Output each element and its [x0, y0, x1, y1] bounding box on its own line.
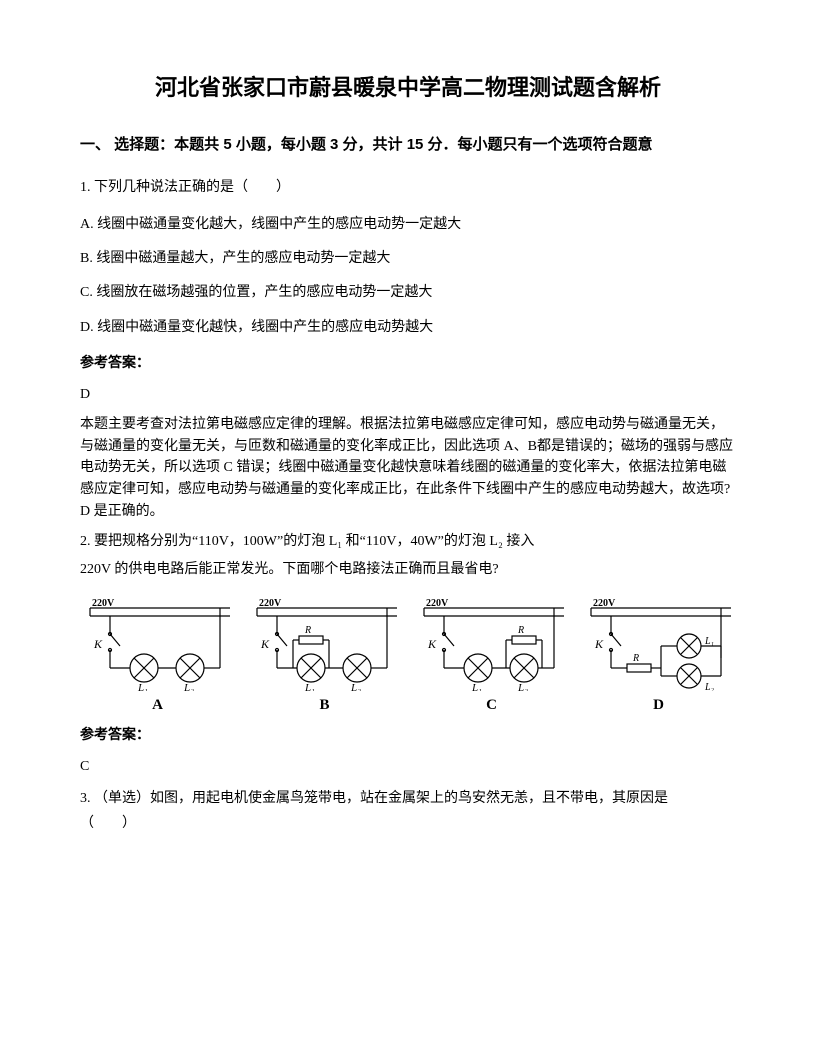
l2-label: L₂: [704, 682, 715, 691]
r-label: R: [632, 653, 639, 664]
circuit-b-svg: 220V K R: [247, 596, 402, 691]
q1-option-d: D. 线圈中磁通量变化越快，线圈中产生的感应电动势越大: [80, 317, 736, 339]
q1-answer: D: [80, 384, 736, 406]
circuit-c-svg: 220V K R: [414, 596, 569, 691]
circuit-a-label: A: [80, 693, 235, 717]
l1-label: L₁: [304, 682, 315, 691]
l2-label: L₂: [183, 682, 194, 691]
q2-line2: 220V 的供电电路后能正常发光。下面哪个电路接法正确而且最省电?: [80, 562, 499, 577]
v220-label: 220V: [92, 598, 115, 609]
l1-label: L₁: [704, 636, 714, 647]
v220-label: 220V: [593, 598, 616, 609]
l1-label: L₁: [471, 682, 482, 691]
circuit-c-label: C: [414, 693, 569, 717]
circuit-d-label: D: [581, 693, 736, 717]
q2-stem: 2. 要把规格分别为“110V，100W”的灯泡 L₁ 和“110V，40W”的…: [80, 528, 736, 584]
circuit-d: 220V K R: [581, 596, 736, 717]
v220-label: 220V: [426, 598, 449, 609]
circuit-d-svg: 220V K R: [581, 596, 736, 691]
q1-stem: 1. 下列几种说法正确的是（ ）: [80, 177, 736, 199]
q2-answer-label: 参考答案：: [80, 723, 736, 745]
circuit-b: 220V K R: [247, 596, 402, 717]
k-label: K: [93, 637, 103, 651]
l2-label: L₂: [517, 682, 528, 691]
q1-option-a: A. 线圈中磁通量变化越大，线圈中产生的感应电动势一定越大: [80, 214, 736, 236]
q3-stem: 3. （单选）如图，用起电机使金属鸟笼带电，站在金属架上的鸟安然无恙，且不带电，…: [80, 786, 736, 836]
circuit-b-label: B: [247, 693, 402, 717]
page-title: 河北省张家口市蔚县暖泉中学高二物理测试题含解析: [80, 70, 736, 105]
q2-answer: C: [80, 756, 736, 778]
q1-explanation: 本题主要考查对法拉第电磁感应定律的理解。根据法拉第电磁感应定律可知，感应电动势与…: [80, 414, 736, 522]
l1-label: L₁: [137, 682, 148, 691]
l2-label: L₂: [350, 682, 361, 691]
v220-label: 220V: [259, 598, 282, 609]
k-label: K: [427, 637, 437, 651]
k-label: K: [260, 637, 270, 651]
section-heading: 一、 选择题：本题共 5 小题，每小题 3 分，共计 15 分．每小题只有一个选…: [80, 133, 736, 157]
circuit-a: 220V K: [80, 596, 235, 717]
r-label: R: [304, 625, 311, 636]
q1-option-b: B. 线圈中磁通量越大，产生的感应电动势一定越大: [80, 248, 736, 270]
q2-line1: 2. 要把规格分别为“110V，100W”的灯泡 L₁ 和“110V，40W”的…: [80, 534, 534, 549]
circuit-c: 220V K R: [414, 596, 569, 717]
circuit-a-svg: 220V K: [80, 596, 235, 691]
k-label: K: [594, 637, 604, 651]
r-label: R: [517, 625, 524, 636]
q1-option-c: C. 线圈放在磁场越强的位置，产生的感应电动势一定越大: [80, 282, 736, 304]
circuit-diagrams: 220V K: [80, 596, 736, 717]
q1-answer-label: 参考答案：: [80, 351, 736, 373]
